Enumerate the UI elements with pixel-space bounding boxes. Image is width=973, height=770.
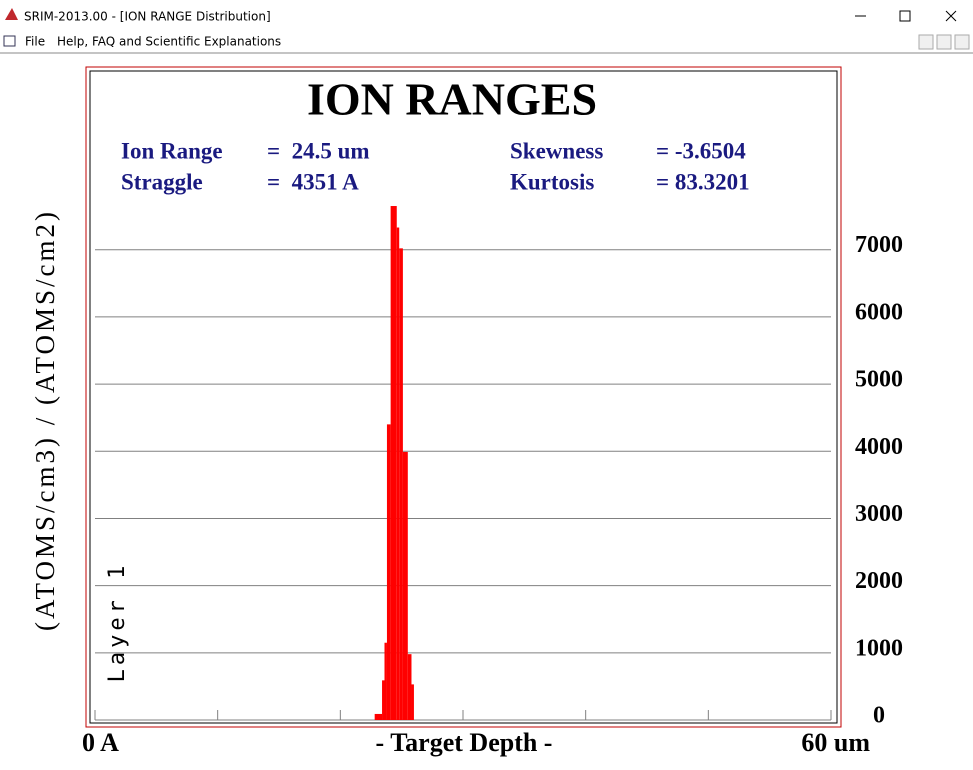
y-tick-label: 7000	[855, 232, 903, 258]
stats: Ion Range = 24.5 um Straggle = 4351 A Skewne…	[121, 138, 750, 194]
mdi-min[interactable]	[918, 34, 934, 50]
bar	[390, 206, 397, 720]
menu-bar	[0, 32, 973, 52]
y-tick-label: 1000	[855, 635, 903, 661]
bar	[382, 680, 385, 720]
menu-file[interactable]: File	[25, 35, 45, 49]
bar	[374, 713, 383, 720]
stat-name: Straggle	[121, 169, 203, 194]
bar	[407, 654, 412, 720]
x-tick-label: 0 A	[82, 728, 119, 757]
y-tick-label: 0	[873, 703, 885, 729]
bar	[411, 684, 414, 720]
y-tick-label: 2000	[855, 568, 903, 594]
x-tick-label: 60 um	[801, 728, 870, 757]
layer-label: Layer 1	[105, 562, 130, 683]
outer-frame	[85, 66, 842, 728]
chart-title: ION RANGES	[307, 74, 597, 125]
title-bar	[0, 0, 973, 32]
stat-value: = 24.5 um	[267, 138, 370, 163]
bar	[402, 451, 408, 720]
y-tick-label: 3000	[855, 501, 903, 527]
y-tick-label: 5000	[855, 367, 903, 393]
mdi-close[interactable]	[954, 34, 970, 50]
stat-value: = -3.6504	[656, 138, 746, 163]
app-icon	[5, 8, 18, 20]
stat-name: Ion Range	[121, 138, 223, 163]
mdi-restore[interactable]	[936, 34, 952, 50]
close-button[interactable]	[945, 10, 957, 22]
maximize-button[interactable]	[899, 10, 911, 22]
menu-help[interactable]: Help, FAQ and Scientific Explanations	[57, 35, 281, 49]
bar	[396, 227, 400, 720]
x-axis-label: - Target Depth -	[376, 728, 553, 757]
bar	[399, 248, 403, 720]
window-title: SRIM-2013.00 - [ION RANGE Distribution]	[24, 10, 271, 24]
y-axis-label: (ATOMS/cm3) / (ATOMS/cm2)	[30, 209, 60, 631]
bar	[384, 642, 387, 720]
doc-icon	[3, 35, 16, 47]
y-tick-label: 6000	[855, 299, 903, 325]
y-tick-label: 4000	[855, 434, 903, 460]
stat-name: Skewness	[510, 138, 603, 163]
plot-frame	[89, 70, 838, 724]
stat-name: Kurtosis	[510, 169, 594, 194]
stat-value: = 4351 A	[267, 169, 359, 194]
stat-value: = 83.3201	[656, 169, 750, 194]
bar	[386, 424, 391, 720]
